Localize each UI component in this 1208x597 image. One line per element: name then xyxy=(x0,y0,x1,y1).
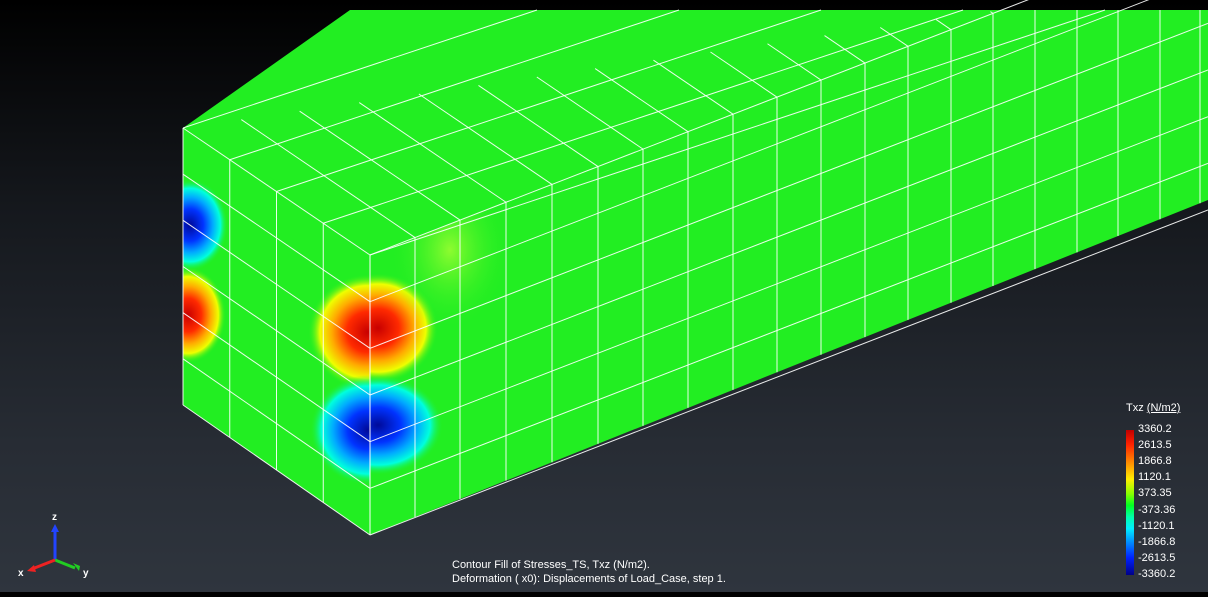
mesh-line xyxy=(369,162,1208,489)
x-arrow-icon xyxy=(27,565,36,572)
legend-title: Txz (N/m2) xyxy=(1126,402,1180,414)
mesh-line xyxy=(369,22,1208,349)
x-axis-icon xyxy=(31,558,56,571)
mesh-line xyxy=(182,312,371,443)
legend-tick: 373.35 xyxy=(1138,487,1172,500)
legend-quantity: Txz xyxy=(1126,402,1144,414)
legend-tick: -2613.5 xyxy=(1138,551,1176,564)
mesh-line xyxy=(536,76,644,150)
legend-ticks: 3360.2 2613.5 1866.8 1120.1 373.35 -373.… xyxy=(1138,424,1194,580)
mesh-line xyxy=(241,119,416,238)
legend-tick: 1866.8 xyxy=(1138,455,1172,468)
axes-triad-icon: z y x xyxy=(18,512,89,579)
legend-tick: 3360.2 xyxy=(1138,423,1172,435)
y-axis-label: y xyxy=(83,568,89,579)
mesh-line xyxy=(299,110,461,221)
mesh-line xyxy=(182,266,371,396)
caption-deformation-line: Deformation ( x0): Displacements of Load… xyxy=(452,573,726,585)
mesh-line xyxy=(990,11,994,14)
x-axis-label: x xyxy=(18,568,24,579)
mesh-line xyxy=(653,59,734,115)
legend-tick: -3360.2 xyxy=(1138,567,1176,580)
mesh-line xyxy=(182,219,371,349)
mesh-line xyxy=(879,27,909,47)
mesh-line xyxy=(935,19,952,31)
mesh-line xyxy=(369,116,1208,443)
mesh-line xyxy=(358,102,507,203)
mesh-line xyxy=(369,209,1208,536)
mesh-line xyxy=(323,9,964,224)
mesh-line xyxy=(418,93,553,185)
mesh-line xyxy=(229,9,680,161)
color-legend: Txz (N/m2) 3360.2 2613.5 1866.8 1120.1 3… xyxy=(1122,402,1192,580)
beam-top-face xyxy=(183,10,1105,255)
z-axis-label: z xyxy=(52,512,57,523)
legend-tick: 1120.1 xyxy=(1138,471,1171,484)
y-axis-icon xyxy=(54,558,76,570)
mesh-line xyxy=(478,84,599,167)
mesh-line xyxy=(710,51,778,98)
beam-front-face xyxy=(370,10,1208,535)
legend-tick: -373.36 xyxy=(1138,503,1176,516)
mesh-line xyxy=(369,0,1029,256)
mesh-line xyxy=(824,35,866,64)
y-arrow-icon xyxy=(73,563,80,571)
z-arrow-icon xyxy=(51,524,59,532)
legend-tick: -1120.1 xyxy=(1138,519,1175,532)
legend-color-bar xyxy=(1126,430,1134,575)
mesh-line xyxy=(276,9,822,192)
legend-tick: -1866.8 xyxy=(1138,535,1176,548)
legend-unit: (N/m2) xyxy=(1146,402,1181,414)
mesh-line xyxy=(369,69,1208,396)
mesh-line xyxy=(369,9,1106,256)
mesh-line xyxy=(767,43,822,81)
result-caption: Contour Fill of Stresses_TS, Txz (N/m2).… xyxy=(452,558,726,586)
caption-result-line: Contour Fill of Stresses_TS, Txz (N/m2). xyxy=(452,559,650,571)
mesh-line xyxy=(182,173,371,303)
legend-tick: 2613.5 xyxy=(1138,439,1172,452)
mesh-line xyxy=(182,358,371,489)
mesh-line xyxy=(369,0,1150,303)
mesh-line xyxy=(182,404,371,536)
mesh-grid-lines xyxy=(182,0,1208,536)
mesh-line xyxy=(594,68,689,133)
mesh-line xyxy=(182,9,538,129)
